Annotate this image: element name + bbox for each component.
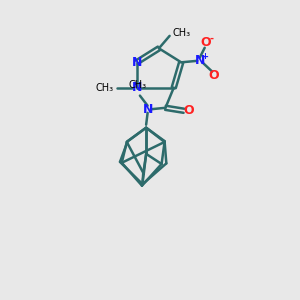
Text: N: N (131, 81, 142, 94)
Text: +: + (202, 52, 208, 61)
Text: N: N (131, 56, 142, 69)
Text: -: - (209, 34, 214, 44)
Text: CH₃: CH₃ (128, 80, 147, 90)
Text: O: O (201, 36, 211, 49)
Text: N: N (142, 103, 153, 116)
Text: N: N (194, 54, 205, 67)
Text: O: O (183, 104, 194, 117)
Text: O: O (208, 69, 219, 82)
Text: CH₃: CH₃ (172, 28, 191, 38)
Text: CH₃: CH₃ (95, 82, 113, 93)
